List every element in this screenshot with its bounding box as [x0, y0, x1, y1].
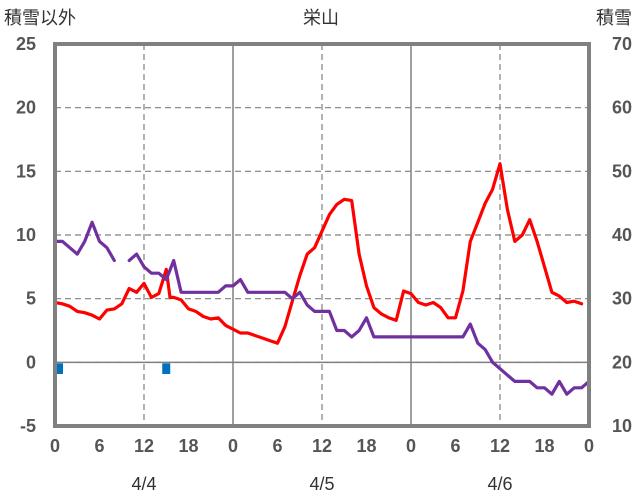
- x-tick-label: 0: [50, 436, 60, 456]
- y-right-tick-label: 60: [612, 98, 632, 118]
- series-group: [53, 162, 591, 396]
- y-right-tick-label: 50: [612, 161, 632, 181]
- x-tick-label: 12: [134, 436, 154, 456]
- y-left-tick-label: 20: [16, 98, 36, 118]
- x-tick-label: 0: [584, 436, 594, 456]
- x-tick-label: 6: [94, 436, 104, 456]
- series-line: [127, 252, 591, 396]
- right-axis-title: 積雪: [596, 8, 632, 29]
- x-tick-label: 12: [490, 436, 510, 456]
- left-axis-title: 積雪以外: [4, 8, 76, 29]
- x-tick-label: 0: [228, 436, 238, 456]
- y-left-tick-label: 15: [16, 161, 36, 181]
- date-label: 4/6: [487, 474, 512, 494]
- y-left-tick-label: 10: [16, 225, 36, 245]
- x-tick-label: 6: [450, 436, 460, 456]
- y-right-tick-label: 20: [612, 352, 632, 372]
- y-left-tick-label: 0: [26, 352, 36, 372]
- series-line: [53, 162, 584, 345]
- x-tick-label: 12: [312, 436, 332, 456]
- x-tick-label: 18: [178, 436, 198, 456]
- plot-frame: [53, 42, 591, 428]
- y-left-tick-label: 25: [16, 34, 36, 54]
- x-tick-label: 6: [272, 436, 282, 456]
- date-label: 4/4: [131, 474, 156, 494]
- snow-bar: [162, 363, 171, 374]
- chart-title: 栄山: [303, 8, 339, 29]
- date-label: 4/5: [309, 474, 334, 494]
- y-right-tick-label: 10: [612, 416, 632, 436]
- series-line: [53, 220, 116, 263]
- y-right-tick-label: 70: [612, 34, 632, 54]
- x-tick-label: 18: [356, 436, 376, 456]
- y-right-tick-label: 30: [612, 289, 632, 309]
- x-tick-label: 18: [534, 436, 554, 456]
- y-right-tick-label: 40: [612, 225, 632, 245]
- snow-bar: [55, 363, 63, 374]
- y-left-tick-label: 5: [26, 289, 36, 309]
- x-tick-label: 0: [406, 436, 416, 456]
- y-left-tick-label: -5: [20, 416, 36, 436]
